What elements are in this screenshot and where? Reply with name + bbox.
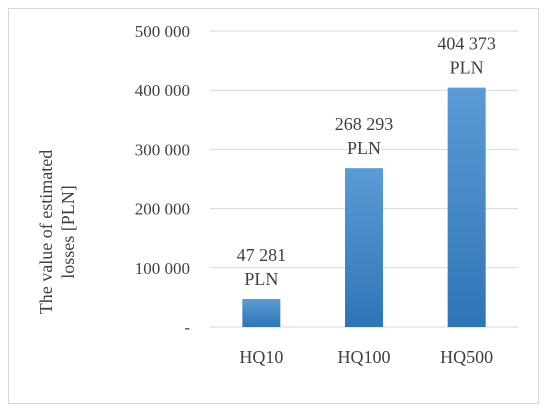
data-label-value: 404 373: [437, 34, 496, 54]
bar-hq500: [447, 87, 486, 328]
y-tick-label: 500 000: [135, 22, 190, 41]
data-label-value: 268 293: [335, 114, 394, 134]
data-label-unit: PLN: [347, 138, 381, 158]
y-tick-label: 200 000: [135, 200, 190, 219]
x-tick-label: HQ100: [338, 347, 391, 367]
data-label-unit: PLN: [450, 58, 484, 78]
data-label-unit: PLN: [244, 269, 278, 289]
x-tick-label: HQ500: [440, 347, 493, 367]
y-axis-label-line-2: losses [PLN]: [58, 185, 78, 279]
y-axis-label-line-1: The value of estimated: [36, 150, 56, 314]
y-tick-label: 300 000: [135, 140, 190, 159]
y-axis-label: The value of estimated losses [PLN]: [36, 150, 78, 314]
bar-hq100: [345, 168, 383, 327]
data-label-value: 47 281: [237, 245, 287, 265]
y-tick-label: -: [184, 318, 190, 337]
bar-hq10: [242, 299, 281, 327]
x-tick-label: HQ10: [239, 347, 283, 367]
y-tick-label: 100 000: [135, 259, 190, 278]
y-tick-label: 400 000: [135, 81, 190, 100]
